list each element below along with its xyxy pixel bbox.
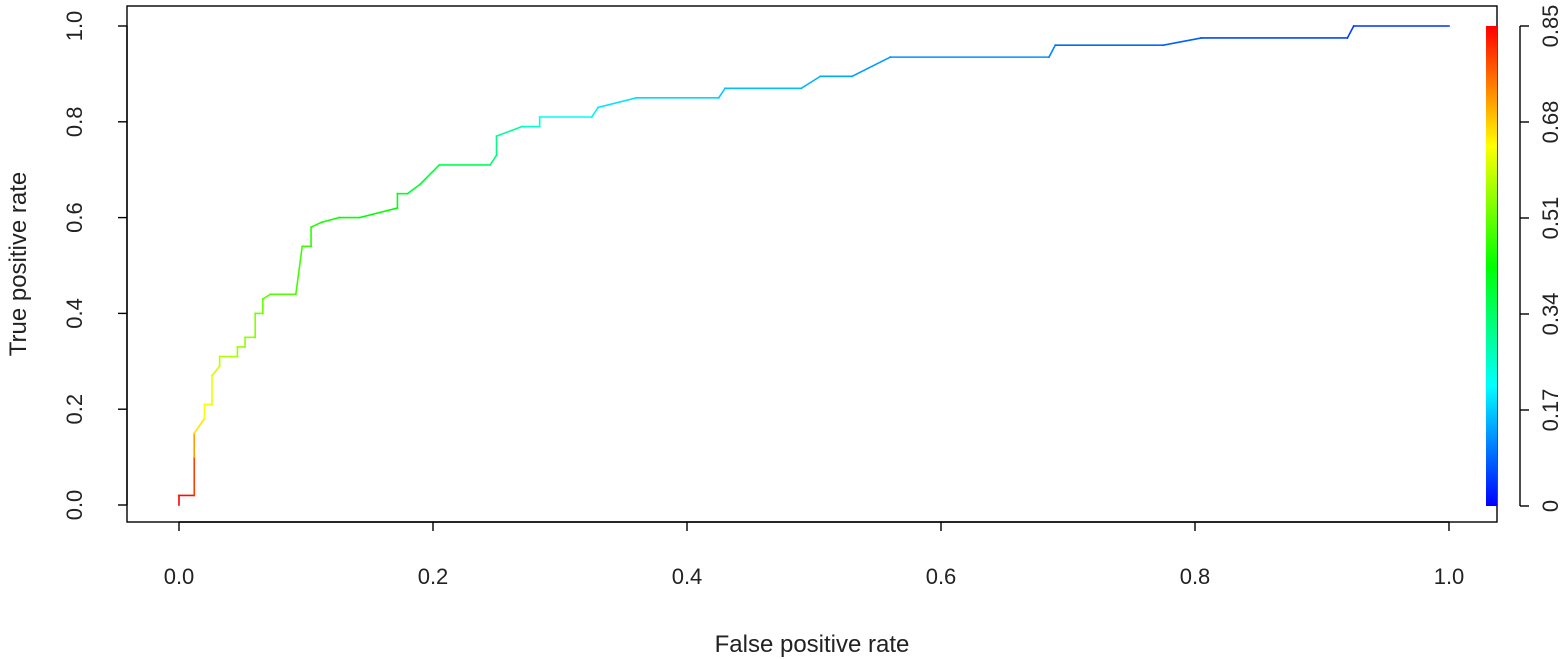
roc-segment <box>597 96 638 109</box>
roc-segment <box>419 163 441 186</box>
roc-segment <box>406 182 422 195</box>
colorbar-tick-label: 0 <box>1538 500 1562 512</box>
roc-segment <box>590 106 600 119</box>
y-tick-label: 0.8 <box>62 107 87 138</box>
plot-frame <box>126 5 1498 523</box>
colorbar: 0 0.17 0.34 0.51 0.68 0.85 <box>1486 5 1562 512</box>
y-tick-label: 0.6 <box>62 202 87 233</box>
roc-segment <box>1162 37 1203 47</box>
x-tick-label: 0.2 <box>418 564 449 589</box>
y-tick-label: 0.0 <box>62 490 87 521</box>
roc-segment <box>851 56 892 78</box>
roc-segment <box>210 364 221 377</box>
x-tick-label: 0.8 <box>1180 564 1211 589</box>
x-tick-label: 0.0 <box>164 564 195 589</box>
y-tick-label: 1.0 <box>62 11 87 42</box>
x-tick-label: 0.6 <box>926 564 957 589</box>
y-axis: 0.0 0.2 0.4 0.6 0.8 1.0 <box>62 11 128 521</box>
roc-segment <box>1346 24 1355 40</box>
roc-segment <box>320 216 341 224</box>
colorbar-tick-label: 0.34 <box>1538 293 1562 336</box>
roc-segment <box>489 154 498 167</box>
roc-segment <box>261 293 272 301</box>
roc-segment <box>193 417 206 435</box>
roc-segment <box>310 221 323 229</box>
colorbar-tick-label: 0.85 <box>1538 5 1562 48</box>
colorbar-tick-label: 0.68 <box>1538 101 1562 144</box>
roc-segment <box>358 207 399 219</box>
roc-segment <box>1047 44 1057 59</box>
roc-curve <box>178 24 1450 506</box>
roc-segment <box>717 87 727 99</box>
x-tick-label: 0.4 <box>672 564 703 589</box>
x-axis: 0.0 0.2 0.4 0.6 0.8 1.0 <box>164 521 1465 589</box>
y-tick-label: 0.4 <box>62 298 87 329</box>
colorbar-gradient <box>1486 26 1497 506</box>
colorbar-tick-label: 0.51 <box>1538 197 1562 240</box>
y-axis-title: True positive rate <box>5 172 32 357</box>
roc-segment <box>495 125 523 138</box>
x-tick-label: 1.0 <box>1434 564 1465 589</box>
roc-segment <box>294 245 304 296</box>
x-axis-title: False positive rate <box>715 631 910 658</box>
y-tick-label: 0.2 <box>62 394 87 425</box>
colorbar-tick-label: 0.17 <box>1538 389 1562 432</box>
roc-segment <box>800 75 822 90</box>
